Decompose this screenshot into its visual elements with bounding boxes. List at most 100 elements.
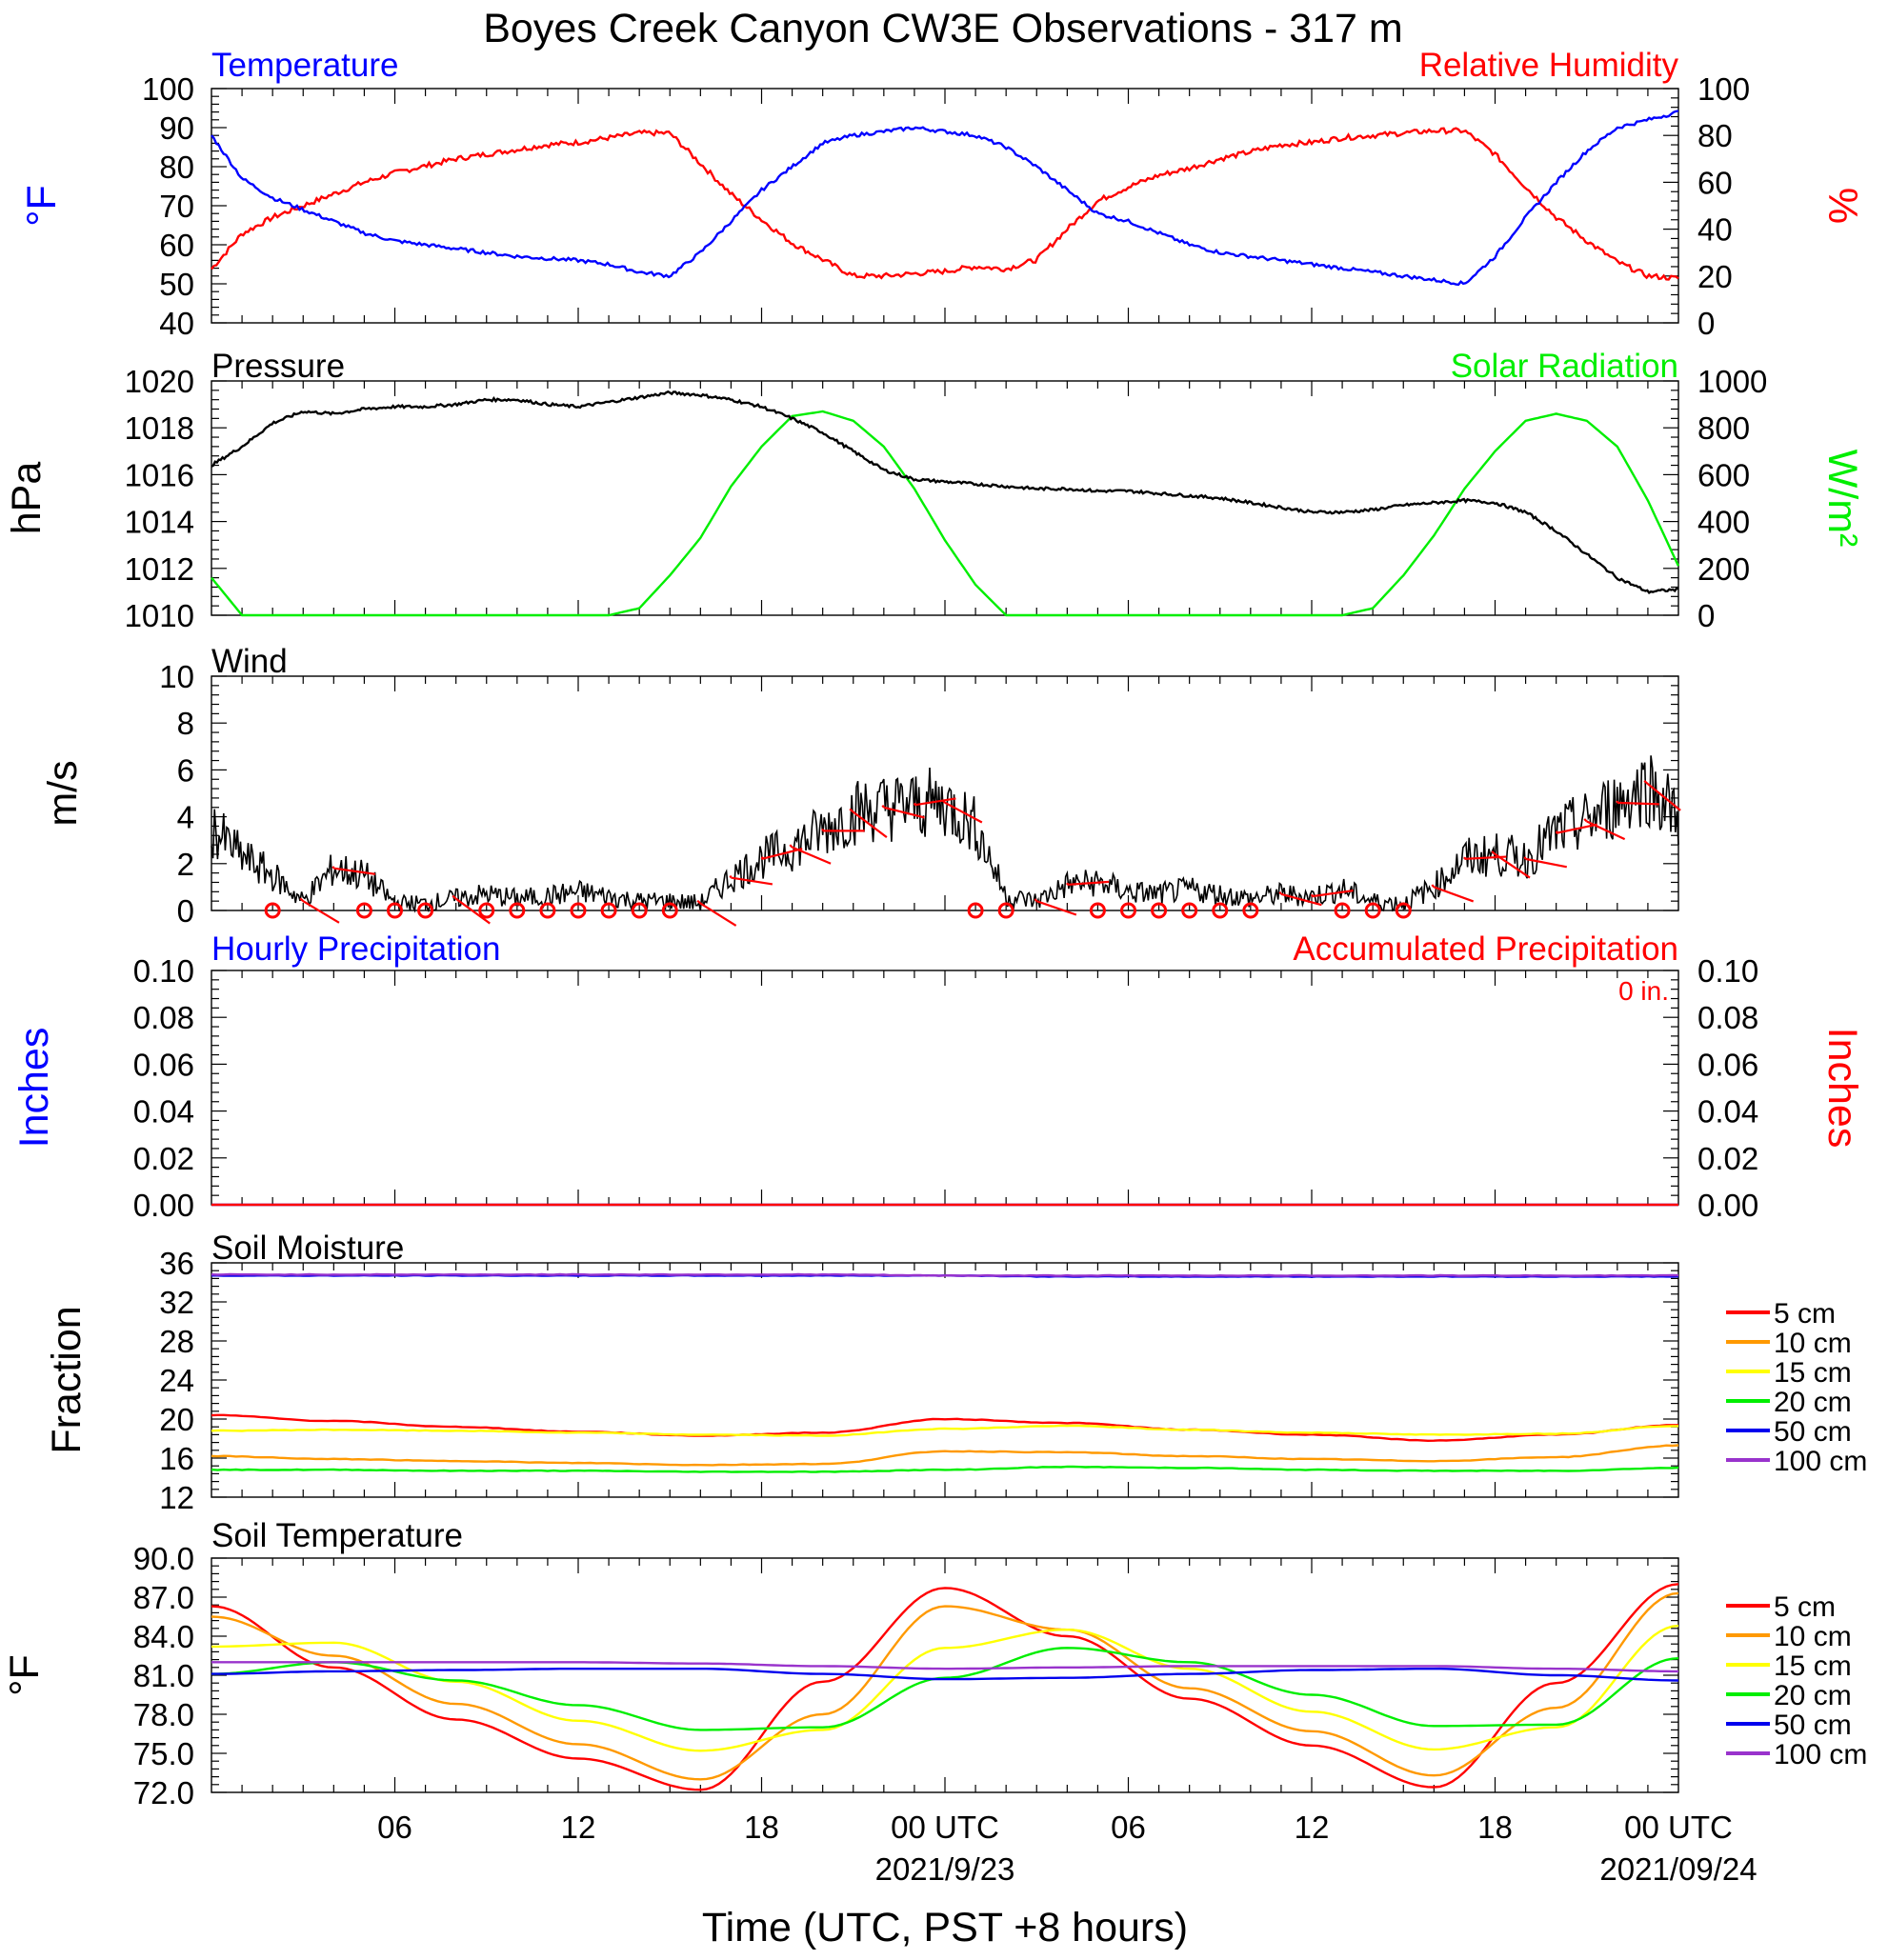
- wind-barb-flag: [1310, 893, 1314, 897]
- wind-barb: [1494, 853, 1531, 879]
- wind-barb-flag: [1643, 779, 1649, 785]
- soil-temp-line: [211, 1661, 1678, 1673]
- soil-moisture-line: [211, 1444, 1679, 1467]
- legend-label: 15 cm: [1774, 1357, 1852, 1389]
- x-axis-title: Time (UTC, PST +8 hours): [702, 1905, 1188, 1950]
- soil-temp-panel-frame: [211, 1557, 1679, 1793]
- y-tick-label-right: 800: [1697, 410, 1750, 446]
- temp-humidity-series: [211, 110, 1679, 287]
- y-tick-label-right: 100: [1697, 71, 1750, 107]
- wind-speed-line: [211, 755, 1679, 913]
- y-tick-label-right: 1000: [1697, 364, 1767, 399]
- soil-moisture-series: [211, 1272, 1679, 1473]
- wind-barb-flag: [331, 866, 335, 870]
- calm-wind-marker: [661, 902, 678, 919]
- y-tick-label-right: 40: [1697, 212, 1733, 248]
- precip-right-unit: Inches: [1819, 1028, 1865, 1149]
- pressure-grid-ticks: 1020 1018 1016 1014 1012 1010 1000 800 600 400 200…: [125, 364, 1768, 633]
- x-axis-labels: 06 12 18 00 UTC 06 12 18 00 UTC 2021/9/23 2021/09…: [377, 1810, 1757, 1887]
- soil-moisture-line: [211, 1413, 1678, 1443]
- soil-temp-line: [211, 1624, 1679, 1752]
- y-tick-label-right: 60: [1697, 165, 1733, 200]
- y-tick-label-left: 40: [159, 306, 194, 341]
- wind-barb-flag: [1278, 890, 1282, 895]
- calm-wind-marker: [1242, 902, 1259, 919]
- y-tick-label-left: 1010: [125, 598, 194, 633]
- y-tick-label-left: 0.02: [133, 1141, 194, 1176]
- wind-barb: [1647, 783, 1681, 811]
- calm-wind-marker: [478, 902, 495, 919]
- temp-right-title: Relative Humidity: [1419, 47, 1679, 84]
- y-tick-label-left: 1014: [125, 505, 194, 540]
- calm-wind-marker: [1151, 902, 1168, 919]
- pressure-right-unit: W/m²: [1819, 450, 1865, 548]
- wind-barb-flag: [913, 802, 916, 806]
- y-tick-label-right: 0.04: [1697, 1094, 1758, 1130]
- calm-wind-marker: [355, 902, 372, 919]
- y-tick-label-right: 0.02: [1697, 1141, 1758, 1176]
- wind-barb: [761, 848, 803, 860]
- y-tick-label-left: 0: [177, 893, 194, 929]
- y-tick-label-left: 1016: [125, 457, 194, 492]
- humidity-line: [211, 127, 1679, 281]
- y-tick-label-right: 400: [1697, 505, 1750, 540]
- wind-barb: [853, 810, 888, 839]
- y-tick-label-left: 50: [159, 267, 194, 302]
- x-date-label: 2021/9/23: [875, 1851, 1015, 1887]
- legend-label: 100 cm: [1774, 1446, 1867, 1477]
- wind-series: [211, 755, 1681, 927]
- calm-wind-marker: [1120, 902, 1136, 919]
- legend-label: 10 cm: [1774, 1621, 1852, 1652]
- wind-barb-flag: [789, 844, 793, 849]
- pressure-solar-series: [211, 390, 1680, 617]
- wind-barb-flag: [729, 875, 733, 879]
- x-tick-label: 18: [744, 1810, 779, 1845]
- wind-barb-flag: [941, 799, 946, 804]
- soil-temp-line: [211, 1591, 1679, 1781]
- wind-barb: [699, 902, 737, 927]
- wind-barb: [333, 867, 376, 875]
- wind-barb: [1433, 886, 1475, 903]
- y-tick-label-right: 0: [1697, 306, 1715, 341]
- pressure-left-unit: hPa: [4, 462, 50, 535]
- calm-wind-marker: [1089, 902, 1106, 919]
- soil-moisture-left-title: Soil Moisture: [211, 1230, 404, 1267]
- y-tick-label-right: 200: [1697, 551, 1750, 587]
- precip-left-title: Hourly Precipitation: [211, 930, 500, 968]
- soil-moisture-line: [211, 1272, 1679, 1277]
- wind-barb-flag: [1491, 850, 1496, 855]
- calm-wind-marker: [417, 902, 434, 919]
- wind-barb-flag: [452, 894, 457, 900]
- soil-temp-grid-ticks: 90.0 87.0 84.0 81.0 78.0 75.0 72.0: [133, 1541, 1678, 1810]
- soil-temp-left-title: Soil Temperature: [211, 1517, 463, 1554]
- wind-barb: [1280, 892, 1322, 907]
- wind-barb: [731, 876, 773, 886]
- temp-panel-frame: [211, 88, 1679, 324]
- y-tick-label-left: 81.0: [133, 1658, 194, 1693]
- wind-barb-flag: [881, 804, 885, 809]
- wind-grid-ticks: 10 8 6 4 2 0: [159, 659, 1678, 929]
- soil-moisture-line: [211, 1424, 1678, 1437]
- legend-label: 15 cm: [1774, 1650, 1852, 1682]
- x-tick-label: 18: [1477, 1810, 1513, 1845]
- x-tick-label: 06: [1111, 1810, 1146, 1845]
- legend-label: 50 cm: [1774, 1416, 1852, 1448]
- y-tick-label-left: 32: [159, 1285, 194, 1320]
- solar-line: [211, 410, 1680, 617]
- y-tick-label-right: 0.06: [1697, 1047, 1758, 1082]
- legend-label: 20 cm: [1774, 1680, 1852, 1711]
- wind-panel-frame: [211, 675, 1679, 911]
- calm-wind-marker: [1395, 902, 1412, 919]
- soil-moisture-grid-ticks: 36 32 28 24 20 16 12: [159, 1246, 1678, 1515]
- y-tick-label-left: 10: [159, 659, 194, 694]
- y-tick-label-left: 4: [177, 800, 194, 835]
- calm-wind-marker: [509, 902, 526, 919]
- wind-barb: [792, 846, 832, 865]
- y-tick-label-left: 16: [159, 1441, 194, 1476]
